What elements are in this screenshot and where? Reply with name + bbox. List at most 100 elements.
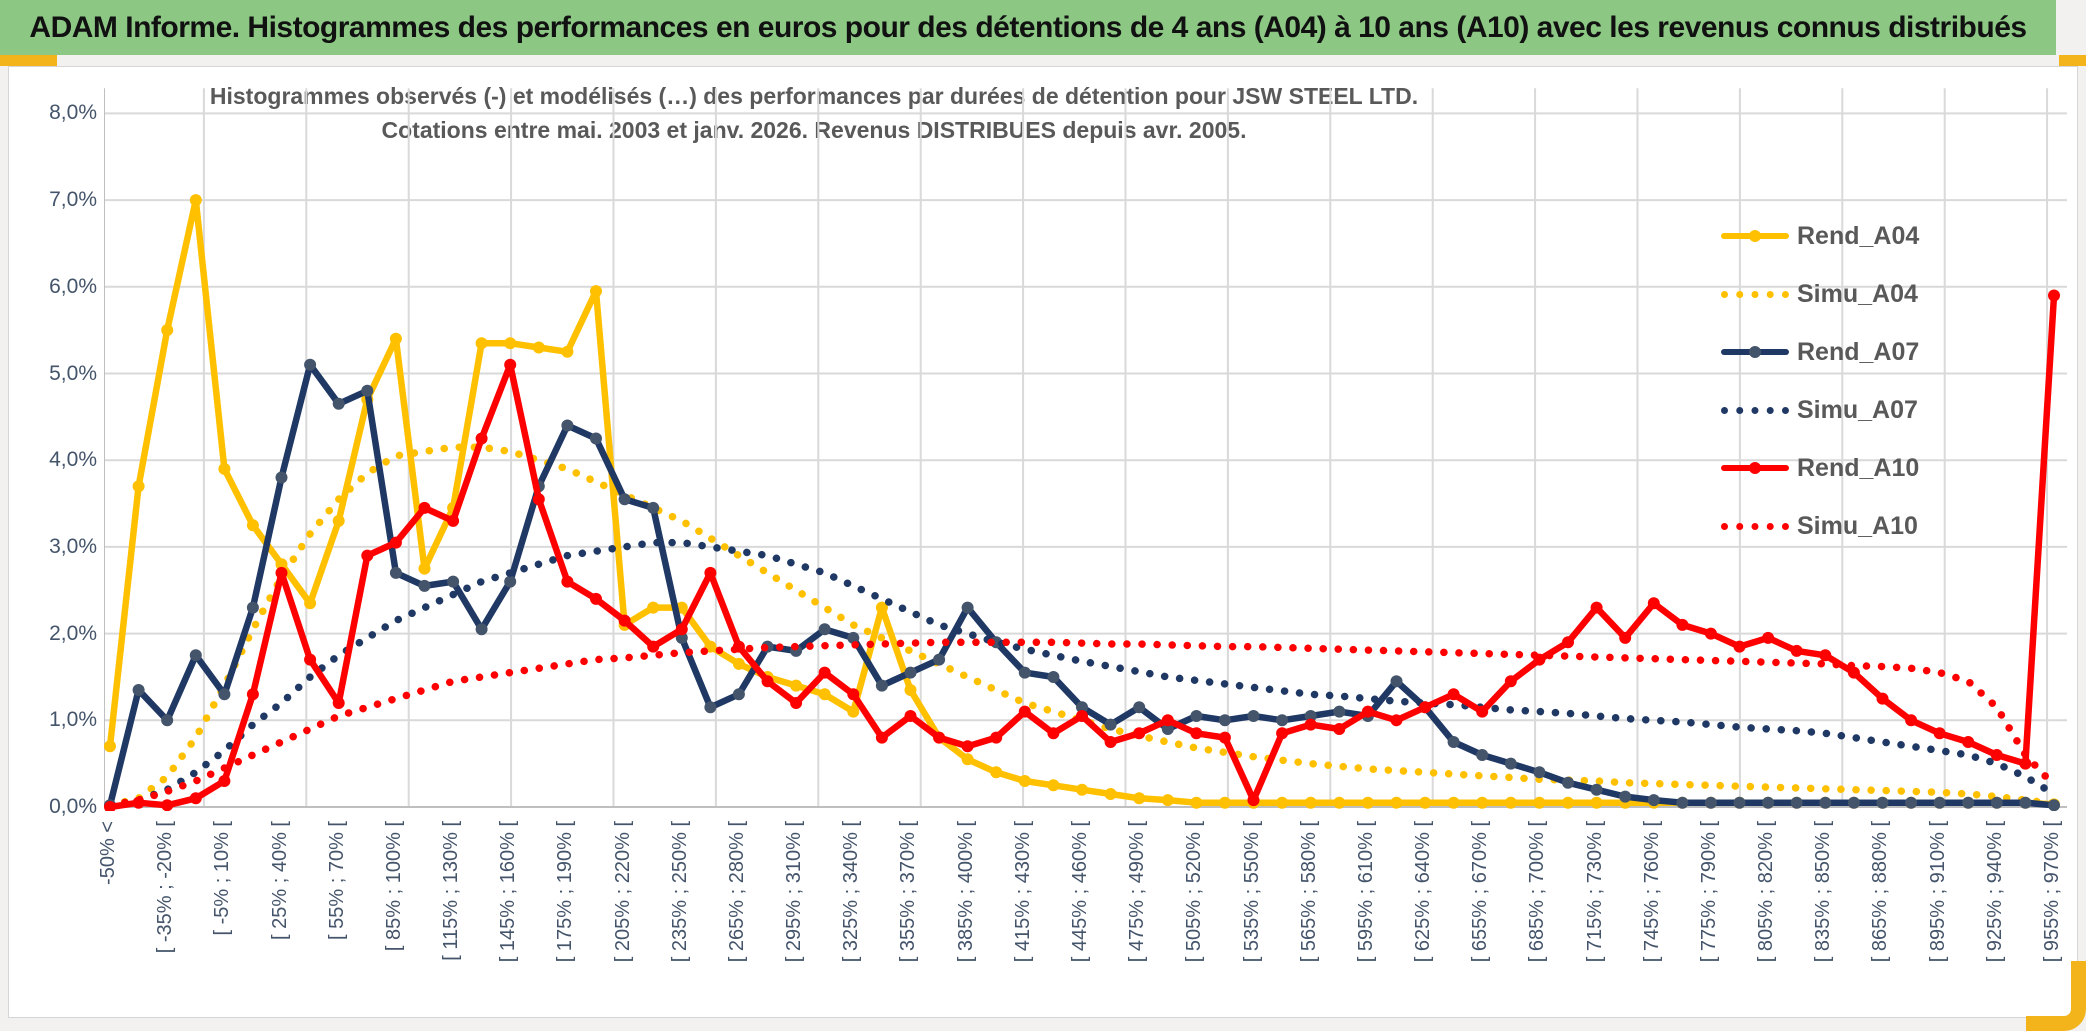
marker-Rend_A07 [1819, 796, 1832, 809]
marker-Rend_A07 [1590, 783, 1603, 796]
legend-dotted-icon [1721, 519, 1789, 533]
marker-Rend_A04 [304, 597, 317, 610]
marker-Rend_A10 [1333, 723, 1346, 735]
marker-Rend_A07 [704, 701, 717, 714]
marker-Rend_A10 [704, 566, 717, 579]
marker-Rend_A07 [2019, 796, 2032, 809]
marker-Rend_A04 [961, 753, 974, 766]
marker-Rend_A07 [1276, 714, 1289, 727]
marker-Rend_A10 [2048, 289, 2060, 302]
marker-Rend_A04 [790, 679, 803, 692]
marker-Rend_A10 [1619, 631, 1632, 644]
marker-Rend_A07 [1962, 796, 1975, 809]
x-tick-label: [ 175% ; 190% [ [554, 821, 577, 963]
marker-Rend_A04 [818, 688, 831, 701]
marker-Rend_A07 [1847, 796, 1860, 809]
marker-Rend_A10 [1076, 710, 1088, 722]
marker-Rend_A07 [1933, 796, 1946, 809]
marker-Rend_A07 [1161, 723, 1174, 735]
chart-card[interactable]: Histogrammes observés (-) et modélisés (… [8, 66, 2078, 1018]
x-tick-label: [ 265% ; 280% [ [725, 821, 748, 963]
marker-Rend_A07 [961, 601, 974, 614]
marker-Rend_A10 [675, 623, 688, 636]
marker-Rend_A10 [304, 653, 317, 666]
marker-Rend_A04 [1304, 796, 1317, 809]
marker-Rend_A10 [475, 432, 488, 445]
x-tick-label: [ 625% ; 640% [ [1412, 821, 1435, 963]
marker-Rend_A07 [904, 666, 917, 679]
marker-Rend_A10 [504, 358, 517, 371]
x-tick-label: [ 205% ; 220% [ [611, 821, 634, 963]
marker-Rend_A04 [1361, 796, 1374, 809]
legend-item-Simu_A10[interactable]: Simu_A10 [1721, 497, 2001, 555]
x-tick-label: -50% < [97, 821, 119, 885]
x-tick-label: [ 445% ; 460% [ [1069, 821, 1091, 963]
marker-Rend_A10 [189, 792, 202, 805]
marker-Rend_A10 [361, 549, 374, 562]
marker-Rend_A04 [1562, 796, 1574, 809]
marker-Rend_A07 [1905, 796, 1918, 809]
marker-Rend_A04 [1504, 796, 1517, 809]
marker-Rend_A10 [847, 688, 860, 701]
marker-Rend_A07 [647, 501, 660, 514]
marker-Rend_A04 [1104, 788, 1117, 800]
marker-Rend_A10 [1933, 727, 1946, 740]
marker-Rend_A04 [161, 324, 174, 337]
marker-Rend_A07 [1990, 796, 2003, 809]
marker-Rend_A07 [1504, 757, 1517, 770]
x-tick-label: [ 685% ; 700% [ [1526, 821, 1549, 963]
marker-Rend_A10 [990, 731, 1003, 744]
marker-Rend_A07 [732, 688, 745, 701]
marker-Rend_A04 [1047, 779, 1060, 792]
marker-Rend_A07 [332, 397, 345, 410]
marker-Rend_A04 [1018, 775, 1031, 787]
chart-title-line1: Histogrammes observés (-) et modélisés (… [209, 83, 1419, 109]
legend-item-Rend_A04[interactable]: Rend_A04 [1721, 207, 2001, 265]
marker-Rend_A07 [389, 566, 402, 579]
marker-Rend_A04 [1419, 796, 1432, 809]
marker-Rend_A10 [1247, 794, 1260, 807]
x-tick-label: [ 895% ; 910% [ [1926, 821, 1949, 963]
marker-Rend_A04 [389, 332, 402, 345]
legend-item-Rend_A10[interactable]: Rend_A10 [1721, 439, 2001, 497]
marker-Rend_A10 [761, 675, 774, 688]
banner-title: ADAM Informe. Histogrammes des performan… [29, 10, 2027, 44]
marker-Rend_A04 [189, 194, 202, 207]
legend-item-Rend_A07[interactable]: Rend_A07 [1721, 323, 2001, 381]
marker-Rend_A10 [1276, 727, 1289, 740]
marker-Rend_A10 [1590, 601, 1603, 614]
y-tick-label: 2,0% [49, 621, 97, 645]
marker-Rend_A07 [561, 419, 574, 432]
marker-Rend_A10 [1047, 727, 1060, 740]
legend-item-Simu_A04[interactable]: Simu_A04 [1721, 265, 2001, 323]
x-tick-label: [ 235% ; 250% [ [668, 821, 691, 963]
marker-Rend_A04 [532, 341, 545, 354]
x-tick-label: [ 55% ; 70% [ [325, 821, 348, 940]
plot-area[interactable] [104, 85, 2067, 811]
marker-Rend_A07 [1562, 776, 1574, 789]
marker-Rend_A10 [1361, 705, 1374, 718]
marker-Rend_A04 [1333, 796, 1346, 809]
marker-Rend_A07 [475, 623, 488, 636]
legend-item-Simu_A07[interactable]: Simu_A07 [1721, 381, 2001, 439]
marker-Rend_A10 [1762, 631, 1775, 644]
marker-Rend_A07 [1533, 766, 1546, 779]
x-tick-label: [ 535% ; 550% [ [1240, 821, 1263, 963]
marker-Rend_A04 [732, 657, 745, 670]
marker-Rend_A07 [1076, 701, 1088, 714]
marker-Rend_A07 [1247, 710, 1260, 722]
x-tick-label: [ 925% ; 940% [ [1983, 821, 2006, 963]
marker-Rend_A04 [104, 740, 116, 753]
marker-Rend_A04 [246, 519, 259, 532]
y-tick-label: 6,0% [49, 274, 97, 298]
marker-Rend_A04 [1218, 796, 1231, 809]
marker-Rend_A10 [1218, 731, 1231, 744]
marker-Rend_A07 [933, 653, 946, 666]
marker-Rend_A10 [1304, 718, 1317, 731]
marker-Rend_A04 [275, 558, 288, 571]
x-tick-label: [ 475% ; 490% [ [1126, 821, 1149, 963]
marker-Rend_A10 [532, 493, 545, 506]
x-tick-label: [ 655% ; 670% [ [1469, 821, 1492, 963]
y-tick-label: 1,0% [49, 708, 97, 732]
x-tick-label: [ 415% ; 430% [ [1011, 821, 1034, 963]
